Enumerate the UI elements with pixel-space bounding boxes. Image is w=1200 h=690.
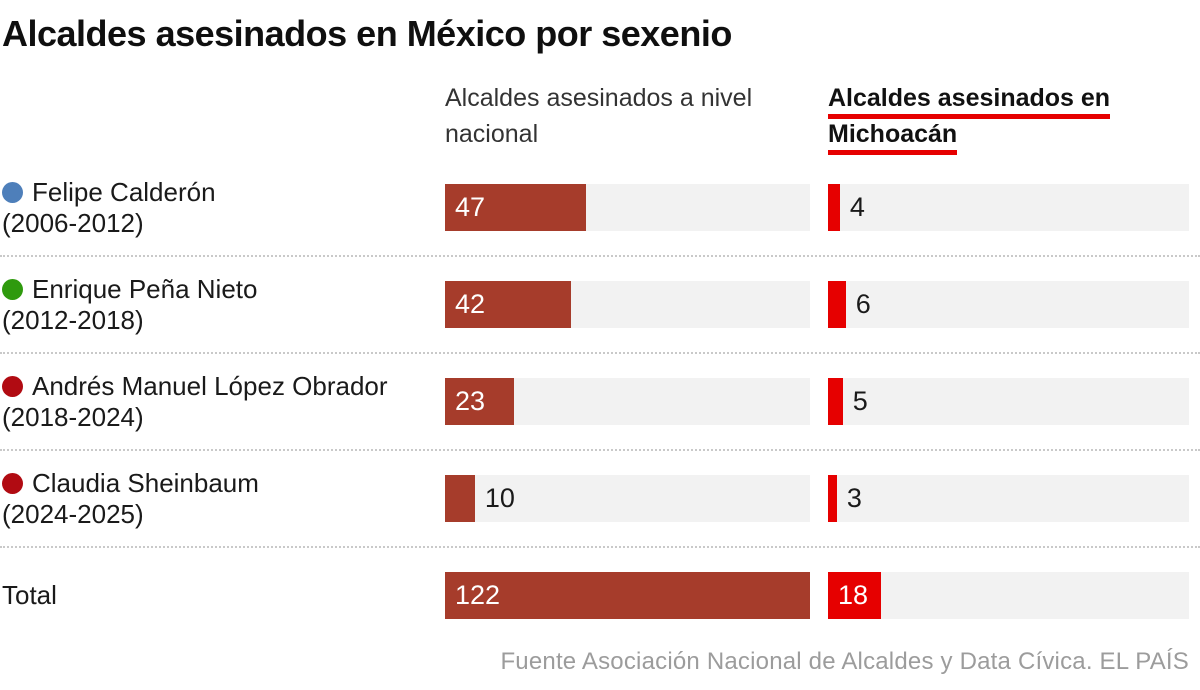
michoacan-total-value: 18	[838, 580, 869, 610]
michoacan-bar-track: 3	[828, 475, 1189, 522]
michoacan-bar-track: 5	[828, 378, 1189, 425]
source-credit: Fuente Asociación Nacional de Alcaldes y…	[500, 648, 1189, 675]
table-row: Claudia Sheinbaum (2024-2025) 10 3	[0, 449, 1200, 546]
michoacan-bar-value: 4	[849, 192, 865, 222]
michoacan-total-bar	[828, 572, 882, 619]
national-total-bar	[445, 572, 810, 619]
president-period: (2012-2018)	[2, 304, 144, 335]
national-bar-value: 10	[484, 483, 515, 513]
national-total-track: 122	[445, 572, 810, 619]
table-row: Andrés Manuel López Obrador (2018-2024) …	[0, 352, 1200, 449]
column-header-michoacan: Alcaldes asesinados en Michoacán	[828, 80, 1186, 155]
national-bar	[445, 378, 514, 425]
national-bar-track: 47	[445, 184, 810, 231]
national-total-value: 122	[455, 580, 501, 610]
total-label: Total	[2, 580, 57, 610]
michoacan-bar-value: 3	[846, 483, 862, 513]
president-period: (2024-2025)	[2, 498, 144, 529]
national-bar	[445, 184, 586, 231]
president-name: Andrés Manuel López Obrador	[32, 370, 388, 401]
president-name: Felipe Calderón	[32, 176, 216, 207]
chart-title: Alcaldes asesinados en México por sexeni…	[2, 13, 732, 54]
national-bar	[445, 475, 475, 522]
table-row: Enrique Peña Nieto (2012-2018) 42 6	[0, 255, 1200, 352]
total-row: Total 122 18	[0, 546, 1200, 643]
row-label: Enrique Peña Nieto (2012-2018)	[0, 274, 445, 336]
party-dot	[2, 472, 23, 494]
michoacan-bar-value: 5	[852, 386, 868, 416]
michoacan-bar	[828, 281, 846, 328]
national-bar-value: 23	[455, 386, 486, 416]
party-dot	[2, 181, 23, 203]
michoacan-bar	[828, 184, 840, 231]
party-dot	[2, 375, 23, 397]
national-bar-value: 47	[455, 192, 486, 222]
party-dot	[2, 278, 23, 300]
michoacan-total-track: 18	[828, 572, 1189, 619]
president-name: Claudia Sheinbaum	[32, 467, 259, 498]
national-bar-track: 42	[445, 281, 810, 328]
president-period: (2006-2012)	[2, 207, 144, 238]
row-label: Andrés Manuel López Obrador (2018-2024)	[0, 371, 445, 433]
michoacan-bar-track: 4	[828, 184, 1189, 231]
national-bar-track: 10	[445, 475, 810, 522]
national-bar-value: 42	[455, 289, 486, 319]
column-headers: Alcaldes asesinados a nivel nacional Alc…	[0, 54, 1200, 160]
president-name: Enrique Peña Nieto	[32, 273, 258, 304]
michoacan-bar	[828, 378, 843, 425]
michoacan-bar	[828, 475, 837, 522]
row-label: Felipe Calderón (2006-2012)	[0, 177, 445, 239]
michoacan-header-underline: Alcaldes asesinados en Michoacán	[828, 84, 1111, 155]
row-label: Claudia Sheinbaum (2024-2025)	[0, 468, 445, 530]
table-row: Felipe Calderón (2006-2012) 47 4	[0, 160, 1200, 255]
column-header-national: Alcaldes asesinados a nivel nacional	[445, 84, 753, 148]
president-period: (2018-2024)	[2, 401, 144, 432]
michoacan-bar-value: 6	[855, 289, 871, 319]
national-bar	[445, 281, 571, 328]
national-bar-track: 23	[445, 378, 810, 425]
michoacan-bar-track: 6	[828, 281, 1189, 328]
